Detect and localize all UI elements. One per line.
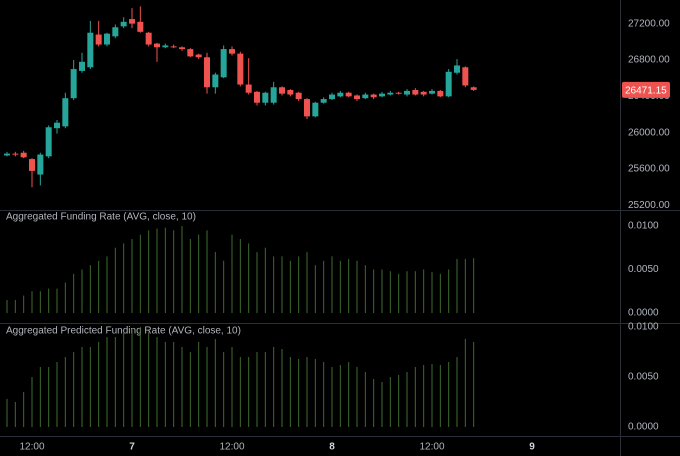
candle-body <box>87 32 94 68</box>
candle-body <box>154 43 160 48</box>
candle-body <box>187 49 194 57</box>
candle-body <box>445 71 452 97</box>
y-tick-label: 0.0050 <box>628 264 659 275</box>
candle-body <box>237 53 244 85</box>
candle-body <box>370 94 377 98</box>
candle-body <box>4 153 10 156</box>
candle-body <box>62 98 69 127</box>
candle-body <box>204 57 210 88</box>
candle-body <box>70 69 77 99</box>
candle-body <box>229 49 235 54</box>
y-tick-label: 0.0100 <box>628 322 659 333</box>
candle-body <box>37 154 44 175</box>
candle-body <box>45 127 52 157</box>
x-tick-label: 8 <box>329 442 335 453</box>
x-tick-label: 9 <box>529 442 535 453</box>
x-tick-label: 12:00 <box>419 442 444 453</box>
candle-body <box>470 87 477 90</box>
candle-body <box>295 92 302 100</box>
candle-body <box>212 74 219 88</box>
candle-body <box>454 65 460 73</box>
candle-body <box>129 19 135 24</box>
candle-body <box>387 92 394 95</box>
candle-body <box>20 152 27 158</box>
y-tick-label: 26000.00 <box>628 127 670 138</box>
x-tick-label: 12:00 <box>219 442 244 453</box>
candle-body <box>412 90 419 95</box>
candle-body <box>362 94 369 99</box>
candle-body <box>270 87 277 103</box>
last-price-label: 26471.15 <box>625 86 667 97</box>
candle-body <box>145 32 152 45</box>
x-tick-label: 7 <box>129 442 135 453</box>
candle-body <box>162 45 169 48</box>
candle-body <box>170 46 177 48</box>
y-tick-label: 0.0000 <box>628 308 659 319</box>
last-price-tag <box>622 81 670 98</box>
candle-body <box>337 92 344 97</box>
candle-body <box>462 67 469 86</box>
candle-body <box>95 34 102 45</box>
candle-body <box>437 90 444 97</box>
candle-body <box>120 21 127 27</box>
candle-body <box>112 27 119 37</box>
candle-body <box>262 92 269 103</box>
candle-body <box>12 153 19 155</box>
y-tick-label: 0.0000 <box>628 422 659 433</box>
panel-title: Aggregated Funding Rate (AVG, close, 10) <box>6 212 196 223</box>
candle-body <box>304 99 310 117</box>
candle-body <box>179 47 185 50</box>
y-tick-label: 0.0050 <box>628 372 659 383</box>
candle-body <box>345 92 352 97</box>
candle-body <box>195 54 202 58</box>
candle-body <box>79 61 85 71</box>
y-tick-label: 26800.00 <box>628 55 670 66</box>
candle-body <box>429 90 435 94</box>
candle-body <box>279 87 285 94</box>
candle-body <box>320 99 327 103</box>
candle-body <box>312 102 319 117</box>
y-tick-label: 25200.00 <box>628 200 670 211</box>
candle-body <box>54 122 60 129</box>
candle-body <box>254 91 260 103</box>
y-tick-label: 0.0100 <box>628 221 659 232</box>
candle-body <box>379 93 385 97</box>
candle-body <box>220 49 227 78</box>
candle-body <box>104 33 110 45</box>
panel-title: Aggregated Predicted Funding Rate (AVG, … <box>6 326 241 337</box>
x-tick-label: 12:00 <box>19 442 44 453</box>
y-tick-label: 27200.00 <box>628 18 670 29</box>
y-tick-label: 25600.00 <box>628 164 670 175</box>
candle-body <box>287 90 294 95</box>
candle-body <box>29 159 35 171</box>
candle-body <box>420 91 427 95</box>
candle-body <box>395 92 402 94</box>
candle-body <box>404 90 410 95</box>
candle-body <box>245 84 252 93</box>
candle-body <box>354 95 360 100</box>
candle-body <box>329 94 335 100</box>
candle-body <box>137 21 144 32</box>
